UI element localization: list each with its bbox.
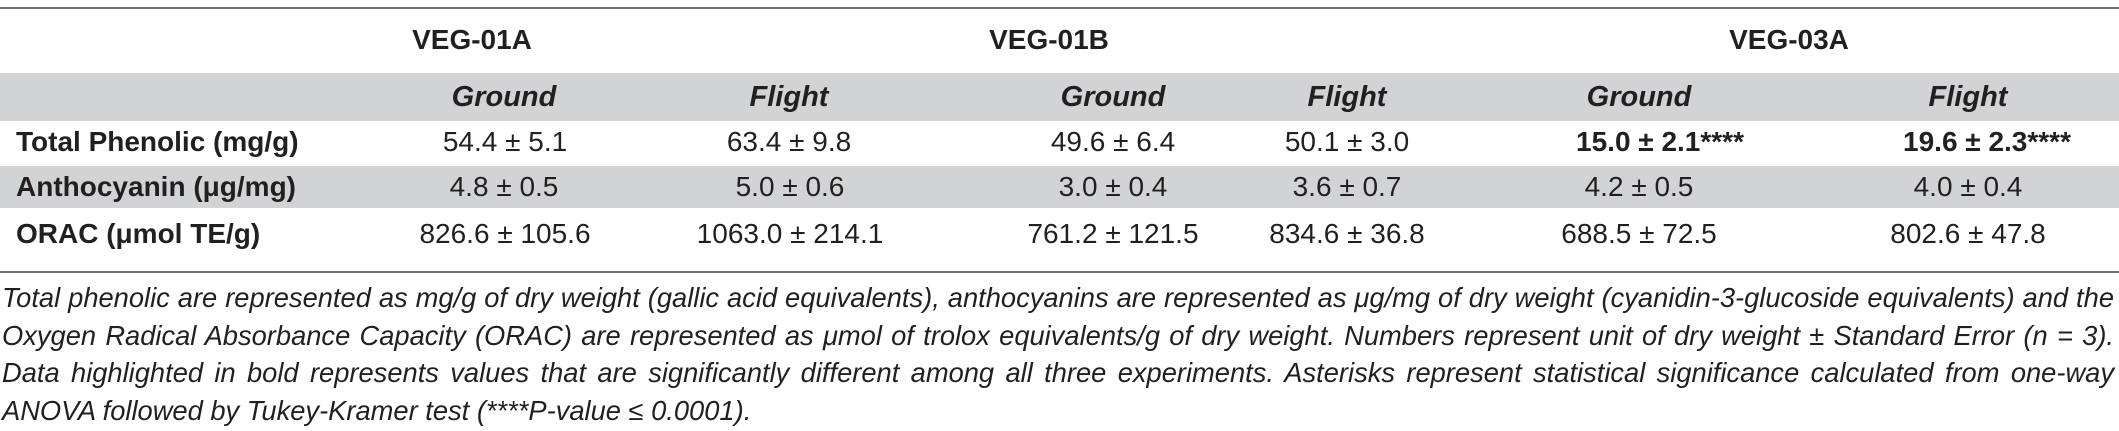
table-bottom-rule [0, 271, 2119, 273]
group-header-veg-03a: VEG-03A [1729, 24, 1849, 55]
subheader-ground: Ground [1586, 81, 1692, 113]
footnote-text: Total phenolic are represented as mg/g o… [2, 282, 2114, 426]
table-cell: 1063.0 ± 214.1 [696, 218, 884, 249]
table-cell: 802.6 ± 47.8 [1890, 218, 2046, 249]
table-cell: 4.2 ± 0.5 [1584, 171, 1694, 202]
table-cell: 4.8 ± 0.5 [449, 171, 559, 202]
subheader-ground: Ground [451, 81, 557, 113]
table-cell: 54.4 ± 5.1 [442, 126, 568, 157]
row-shading [0, 166, 2119, 208]
table-cell-significant: 15.0 ± 2.1**** [1576, 126, 1744, 157]
table-cell: 688.5 ± 72.5 [1561, 218, 1717, 249]
table-cell: 761.2 ± 121.5 [1027, 218, 1199, 249]
table-cell-significant: 19.6 ± 2.3**** [1903, 126, 2071, 157]
table-cell: 63.4 ± 9.8 [726, 126, 852, 157]
table-footnote: Total phenolic are represented as mg/g o… [2, 279, 2114, 429]
table-cell: 4.0 ± 0.4 [1913, 171, 2023, 202]
group-header-veg-01b: VEG-01B [989, 24, 1109, 55]
subheader-ground: Ground [1060, 81, 1166, 113]
subheader-shading [0, 73, 2119, 121]
table-cell: 826.6 ± 105.6 [419, 218, 591, 249]
table-cell: 3.6 ± 0.7 [1292, 171, 1402, 202]
group-header-veg-01a: VEG-01A [412, 24, 532, 55]
subheader-flight: Flight [749, 81, 829, 113]
table-cell: 3.0 ± 0.4 [1058, 171, 1168, 202]
table-cell: 5.0 ± 0.6 [735, 171, 845, 202]
table-cell: 50.1 ± 3.0 [1284, 126, 1410, 157]
subheader-flight: Flight [1928, 81, 2008, 113]
row-label-total-phenolic: Total Phenolic (mg/g) [16, 126, 299, 157]
subheader-flight: Flight [1307, 81, 1387, 113]
table-cell: 834.6 ± 36.8 [1269, 218, 1425, 249]
row-label-orac: ORAC (μmol TE/g) [16, 218, 261, 249]
table-cell: 49.6 ± 6.4 [1050, 126, 1176, 157]
table-top-rule [0, 7, 2119, 9]
row-label-anthocyanin: Anthocyanin (μg/mg) [16, 171, 296, 202]
